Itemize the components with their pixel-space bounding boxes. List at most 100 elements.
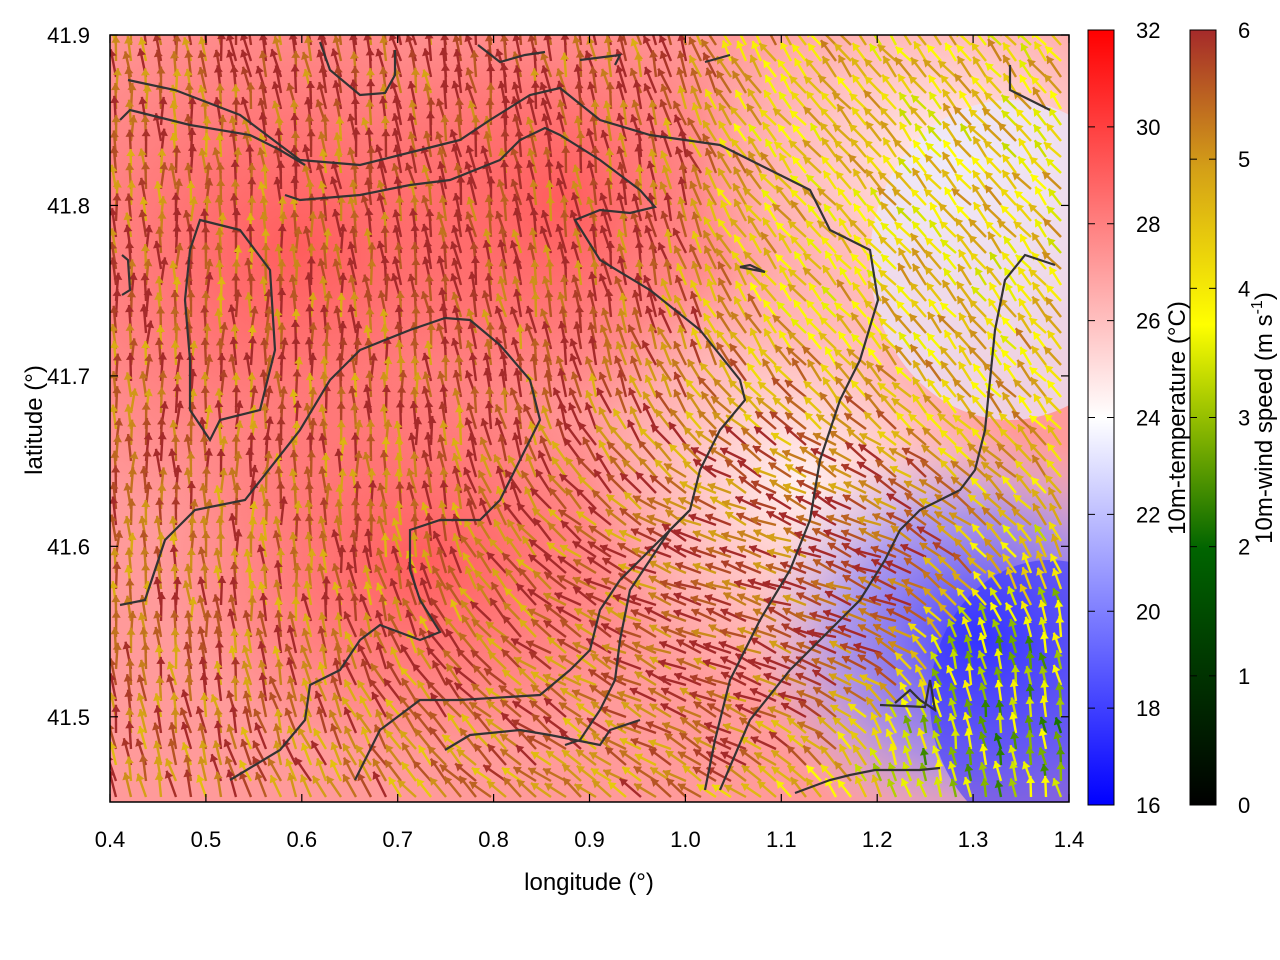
wind-arrow bbox=[452, 35, 463, 62]
wind-arrow bbox=[454, 114, 464, 142]
temperature-colorbar-tick-label: 16 bbox=[1136, 793, 1160, 818]
wind-arrow bbox=[392, 95, 403, 126]
wind-arrow bbox=[1001, 141, 1017, 158]
wind-arrow bbox=[761, 121, 777, 142]
wind-arrow bbox=[784, 35, 793, 46]
wind-arrow bbox=[152, 35, 163, 62]
wind-arrow bbox=[290, 64, 300, 94]
wind-arrow bbox=[909, 106, 927, 126]
wind-arrow bbox=[111, 35, 121, 62]
temperature-colorbar-tick-label: 24 bbox=[1136, 406, 1160, 431]
wind-arrow bbox=[499, 35, 509, 62]
wind-arrow bbox=[769, 35, 778, 46]
wind-arrow bbox=[632, 79, 643, 110]
wind-arrow bbox=[408, 99, 418, 126]
wind-arrow bbox=[215, 83, 225, 110]
wind-arrow bbox=[672, 100, 688, 126]
wind-arrow bbox=[897, 156, 912, 174]
wind-arrow bbox=[898, 108, 912, 126]
wind-arrow bbox=[616, 35, 628, 62]
wind-arrow bbox=[320, 114, 330, 142]
wind-arrow bbox=[262, 35, 268, 46]
wind-arrow bbox=[970, 75, 987, 94]
wind-arrow bbox=[910, 56, 927, 78]
wind-arrow bbox=[276, 160, 286, 190]
wind-arrow bbox=[704, 101, 718, 126]
wind-arrow bbox=[1015, 108, 1032, 126]
wind-arrow bbox=[543, 35, 553, 62]
wind-arrow bbox=[834, 153, 852, 174]
wind-arrow bbox=[142, 84, 152, 110]
wind-arrow bbox=[159, 162, 169, 190]
wind-arrow bbox=[676, 66, 688, 94]
wind-arrow bbox=[912, 139, 927, 158]
wind-arrow bbox=[819, 107, 837, 126]
wind-arrow bbox=[820, 137, 837, 158]
wind-arrow bbox=[734, 89, 748, 110]
wind-arrow bbox=[561, 145, 571, 174]
wind-arrow bbox=[807, 42, 822, 62]
wind-arrow bbox=[187, 35, 193, 46]
wind-colorbar-label-main: 10m-wind speed (m s bbox=[1251, 314, 1278, 543]
wind-arrow bbox=[428, 35, 433, 46]
wind-arrow bbox=[730, 138, 747, 158]
wind-arrow bbox=[1043, 73, 1062, 94]
wind-arrow bbox=[636, 35, 643, 46]
wind-arrow bbox=[733, 123, 747, 142]
wind-arrow bbox=[157, 35, 163, 46]
wind-arrow bbox=[686, 117, 703, 142]
wind-arrow bbox=[755, 35, 763, 46]
wind-arrow bbox=[1044, 45, 1062, 62]
wind-arrow bbox=[882, 154, 897, 174]
wind-arrow bbox=[440, 63, 450, 94]
wind-arrow bbox=[184, 114, 194, 142]
wind-arrow bbox=[836, 76, 852, 94]
wind-arrow bbox=[776, 58, 792, 78]
wind-arrow bbox=[677, 85, 688, 110]
wind-arrow bbox=[350, 96, 360, 126]
wind-arrow bbox=[439, 80, 449, 110]
y-tick-label: 41.6 bbox=[47, 534, 90, 559]
wind-arrow bbox=[894, 56, 912, 78]
wind-arrow bbox=[691, 102, 703, 126]
wind-arrow bbox=[157, 148, 167, 174]
wind-arrow bbox=[1017, 137, 1033, 158]
wind-arrow bbox=[500, 129, 510, 158]
wind-arrow bbox=[1017, 155, 1032, 174]
wind-arrow bbox=[790, 91, 807, 110]
wind-arrow bbox=[351, 127, 361, 158]
temperature-colorbar-tick-label: 20 bbox=[1136, 599, 1160, 624]
wind-arrow bbox=[805, 90, 822, 110]
wind-arrow bbox=[851, 42, 867, 62]
wind-arrow bbox=[928, 91, 942, 110]
wind-arrow bbox=[301, 51, 313, 78]
wind-arrow bbox=[1048, 107, 1062, 126]
wind-arrow bbox=[914, 123, 928, 142]
x-tick-label: 0.4 bbox=[95, 827, 126, 852]
wind-arrow bbox=[736, 40, 748, 62]
wind-arrow bbox=[141, 162, 151, 190]
wind-arrow bbox=[879, 120, 897, 142]
wind-arrow bbox=[634, 52, 644, 78]
wind-arrow bbox=[941, 151, 958, 174]
wind-arrow bbox=[541, 113, 553, 142]
wind-arrow bbox=[804, 58, 822, 78]
wind-arrow bbox=[894, 45, 912, 62]
wind-arrow bbox=[1018, 74, 1033, 94]
x-tick-label: 1.4 bbox=[1054, 827, 1085, 852]
wind-arrow bbox=[924, 153, 942, 174]
wind-arrow bbox=[240, 96, 253, 126]
y-tick-label: 41.9 bbox=[47, 23, 90, 48]
wind-arrow bbox=[391, 162, 403, 190]
wind-arrow bbox=[970, 156, 987, 174]
wind-arrow bbox=[791, 155, 807, 174]
wind-arrow bbox=[864, 75, 882, 94]
wind-arrow bbox=[954, 157, 972, 174]
wind-arrow bbox=[863, 106, 882, 126]
wind-arrow bbox=[648, 99, 658, 126]
temperature-colorbar-label: 10m-temperature (°C) bbox=[1164, 301, 1191, 535]
wind-arrow bbox=[941, 88, 957, 110]
wind-arrow bbox=[704, 147, 718, 174]
wind-arrow bbox=[540, 51, 553, 78]
